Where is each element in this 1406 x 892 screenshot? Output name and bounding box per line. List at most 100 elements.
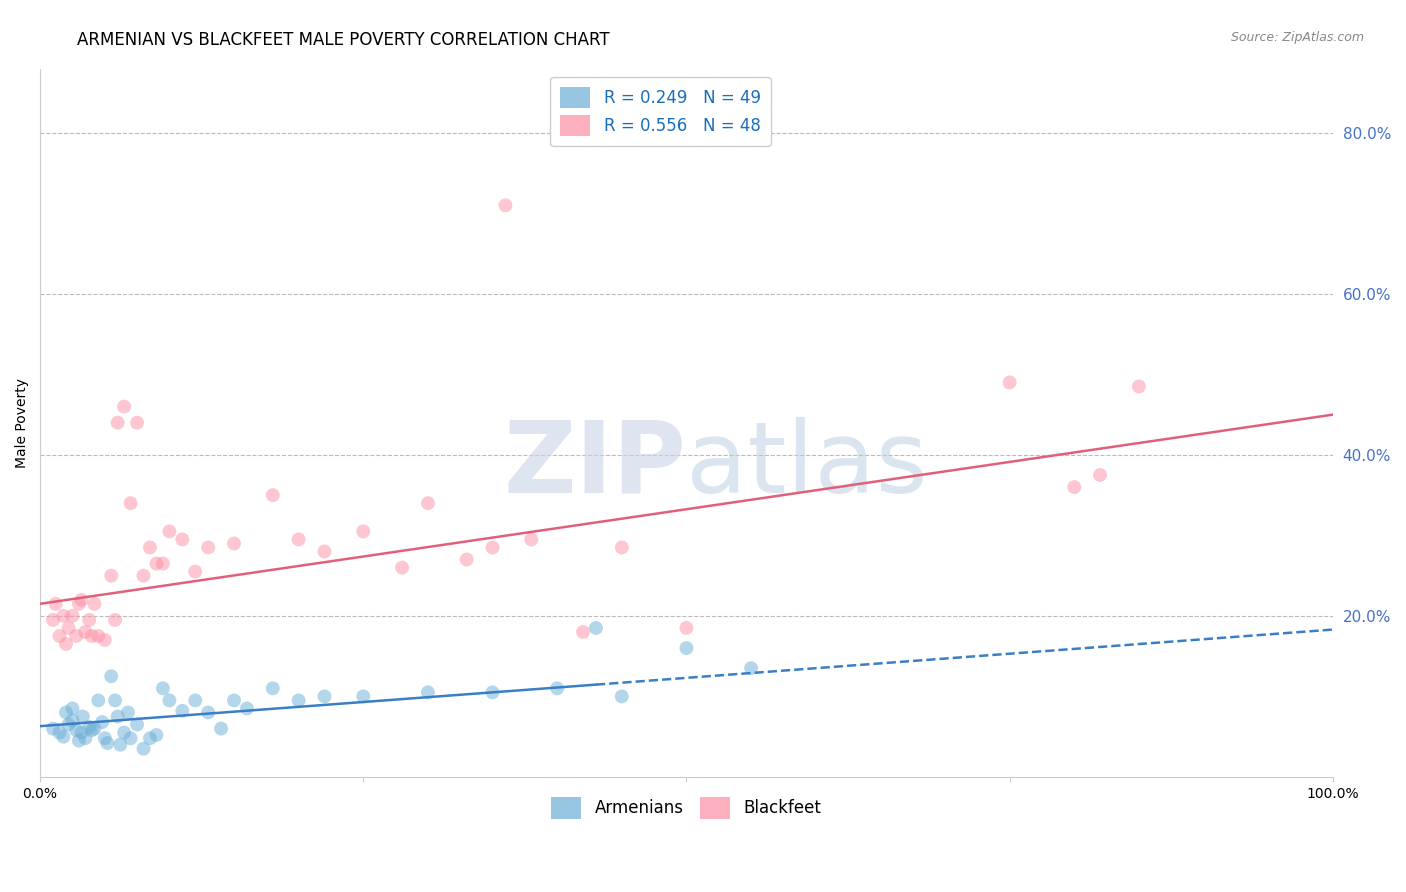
Point xyxy=(87,693,110,707)
Point xyxy=(96,736,118,750)
Point xyxy=(77,720,100,734)
Y-axis label: Male Poverty: Male Poverty xyxy=(15,377,30,467)
Point xyxy=(70,592,93,607)
Point xyxy=(172,533,194,547)
Point xyxy=(48,725,70,739)
Point xyxy=(48,629,70,643)
Text: Source: ZipAtlas.com: Source: ZipAtlas.com xyxy=(1230,31,1364,45)
Point xyxy=(416,685,439,699)
Point xyxy=(610,690,633,704)
Point xyxy=(75,731,97,746)
Point xyxy=(675,641,697,656)
Point xyxy=(222,536,245,550)
Point xyxy=(998,376,1021,390)
Point xyxy=(139,541,162,555)
Point xyxy=(456,552,478,566)
Point xyxy=(139,731,162,746)
Point xyxy=(572,624,595,639)
Point xyxy=(610,541,633,555)
Point xyxy=(125,717,148,731)
Point xyxy=(120,731,142,746)
Point xyxy=(236,701,259,715)
Legend: Armenians, Blackfeet: Armenians, Blackfeet xyxy=(544,790,828,825)
Point xyxy=(77,613,100,627)
Point xyxy=(112,725,135,739)
Point xyxy=(520,533,543,547)
Point xyxy=(197,706,219,720)
Point xyxy=(58,717,80,731)
Point xyxy=(93,731,115,746)
Point xyxy=(107,709,129,723)
Point xyxy=(52,608,75,623)
Point xyxy=(100,669,122,683)
Point xyxy=(104,613,127,627)
Text: atlas: atlas xyxy=(686,417,928,514)
Point xyxy=(314,544,336,558)
Point xyxy=(42,722,65,736)
Point xyxy=(1063,480,1085,494)
Point xyxy=(125,416,148,430)
Point xyxy=(65,723,87,738)
Point xyxy=(62,714,84,728)
Point xyxy=(75,624,97,639)
Point xyxy=(152,681,174,696)
Point xyxy=(314,690,336,704)
Point xyxy=(83,597,105,611)
Point xyxy=(132,568,155,582)
Point xyxy=(67,733,90,747)
Point xyxy=(117,706,139,720)
Point xyxy=(55,637,77,651)
Point xyxy=(352,524,374,539)
Point xyxy=(45,597,67,611)
Point xyxy=(87,629,110,643)
Point xyxy=(495,198,517,212)
Point xyxy=(416,496,439,510)
Point xyxy=(132,741,155,756)
Point xyxy=(91,715,114,730)
Point xyxy=(1128,379,1150,393)
Point xyxy=(67,597,90,611)
Point xyxy=(172,704,194,718)
Point xyxy=(93,633,115,648)
Point xyxy=(287,533,309,547)
Point xyxy=(55,706,77,720)
Point xyxy=(1088,468,1111,483)
Point xyxy=(65,629,87,643)
Point xyxy=(104,693,127,707)
Point xyxy=(262,681,284,696)
Point xyxy=(157,524,180,539)
Point xyxy=(62,701,84,715)
Point xyxy=(100,568,122,582)
Point xyxy=(184,693,207,707)
Text: ZIP: ZIP xyxy=(503,417,686,514)
Point xyxy=(222,693,245,707)
Point xyxy=(107,416,129,430)
Point xyxy=(197,541,219,555)
Point xyxy=(145,557,167,571)
Text: ARMENIAN VS BLACKFEET MALE POVERTY CORRELATION CHART: ARMENIAN VS BLACKFEET MALE POVERTY CORRE… xyxy=(77,31,610,49)
Point xyxy=(481,685,503,699)
Point xyxy=(157,693,180,707)
Point xyxy=(145,728,167,742)
Point xyxy=(740,661,762,675)
Point xyxy=(585,621,607,635)
Point xyxy=(120,496,142,510)
Point xyxy=(184,565,207,579)
Point xyxy=(62,608,84,623)
Point xyxy=(80,629,103,643)
Point xyxy=(110,738,132,752)
Point xyxy=(70,725,93,739)
Point xyxy=(262,488,284,502)
Point xyxy=(42,613,65,627)
Point xyxy=(152,557,174,571)
Point xyxy=(391,560,413,574)
Point xyxy=(675,621,697,635)
Point xyxy=(287,693,309,707)
Point xyxy=(546,681,568,696)
Point xyxy=(112,400,135,414)
Point xyxy=(58,621,80,635)
Point xyxy=(83,722,105,736)
Point xyxy=(52,730,75,744)
Point xyxy=(72,709,94,723)
Point xyxy=(481,541,503,555)
